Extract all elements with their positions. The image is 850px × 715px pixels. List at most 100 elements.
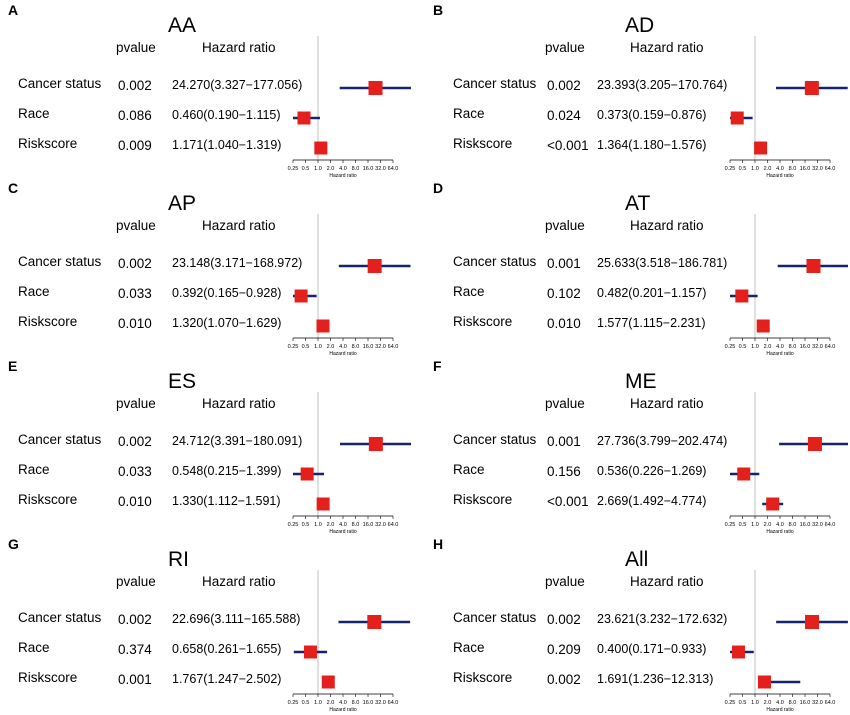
x-tick-label: 0.25: [288, 522, 299, 528]
pvalue-cell: 0.002: [118, 612, 152, 627]
hazard-ratio-cell: 0.536(0.226−1.269): [597, 464, 707, 478]
x-tick-label: 0.5: [302, 522, 310, 528]
variable-label: Cancer status: [453, 432, 537, 447]
variable-label: Race: [18, 640, 50, 655]
panel-letter: H: [433, 536, 444, 552]
panel-title: All: [625, 548, 649, 571]
hazard-ratio-cell: 22.696(3.111−165.588): [172, 612, 301, 626]
x-tick-label: 8.0: [352, 700, 360, 706]
variable-label: Cancer status: [18, 76, 102, 91]
pvalue-cell: 0.010: [118, 494, 152, 509]
x-tick-label: 0.25: [725, 522, 736, 528]
hazard-ratio-marker: [368, 81, 383, 95]
x-tick-label: 32.0: [812, 166, 823, 172]
panel-f: F ME pvalue Hazard ratio Cancer status 0.001 2…: [425, 356, 850, 535]
hazard-ratio-marker: [314, 141, 328, 155]
x-tick-label: 16.0: [800, 522, 811, 528]
hazard-ratio-marker: [297, 111, 311, 125]
panel-g: G RI pvalue Hazard ratio Cancer status 0.002 2…: [0, 534, 425, 713]
pvalue-header: pvalue: [116, 40, 156, 55]
panel-letter: E: [8, 358, 18, 374]
panel-letter: C: [8, 180, 19, 196]
hazard-ratio-header: Hazard ratio: [202, 574, 276, 589]
pvalue-cell: <0.001: [547, 494, 589, 509]
pvalue-cell: 0.033: [118, 464, 152, 479]
pvalue-header: pvalue: [545, 574, 585, 589]
panel-title: AT: [625, 192, 651, 215]
x-tick-label: 8.0: [789, 166, 797, 172]
hazard-ratio-marker: [735, 289, 749, 303]
hazard-ratio-cell: 2.669(1.492−4.774): [597, 494, 707, 508]
pvalue-cell: 0.002: [547, 672, 581, 687]
pvalue-cell: 0.374: [118, 642, 152, 657]
variable-label: Cancer status: [18, 610, 102, 625]
hazard-ratio-cell: 27.736(3.799−202.474): [597, 434, 728, 448]
hazard-ratio-cell: 1.320(1.070−1.629): [172, 316, 282, 330]
x-tick-label: 64.0: [388, 700, 399, 706]
pvalue-cell: 0.010: [547, 316, 581, 331]
hazard-ratio-cell: 24.712(3.391−180.091): [172, 434, 303, 448]
x-tick-label: 1.0: [314, 344, 322, 350]
x-tick-label: 0.5: [739, 344, 747, 350]
x-tick-label: 32.0: [375, 166, 386, 172]
hazard-ratio-marker: [807, 437, 822, 451]
x-tick-label: 32.0: [812, 344, 823, 350]
hazard-ratio-cell: 1.330(1.112−1.591): [172, 494, 281, 508]
hazard-ratio-marker: [757, 675, 771, 689]
hazard-ratio-marker: [731, 645, 745, 659]
hazard-ratio-marker: [300, 467, 314, 481]
pvalue-header: pvalue: [116, 396, 156, 411]
x-tick-label: 2.0: [764, 522, 772, 528]
hazard-ratio-cell: 0.373(0.159−0.876): [597, 108, 707, 122]
x-tick-label: 2.0: [327, 166, 335, 172]
pvalue-cell: 0.001: [547, 434, 581, 449]
variable-label: Cancer status: [453, 254, 537, 269]
pvalue-header: pvalue: [116, 574, 156, 589]
x-tick-label: 16.0: [363, 522, 374, 528]
pvalue-cell: <0.001: [547, 138, 589, 153]
hazard-ratio-cell: 24.270(3.327−177.056): [172, 78, 303, 92]
panel-d: D AT pvalue Hazard ratio Cancer status 0.001 2…: [425, 178, 850, 357]
x-tick-label: 1.0: [751, 700, 759, 706]
panel-letter: B: [433, 2, 444, 18]
panel-letter: F: [433, 358, 442, 374]
pvalue-cell: 0.102: [547, 286, 581, 301]
x-tick-label: 8.0: [352, 522, 360, 528]
variable-label: Race: [18, 106, 50, 121]
x-tick-label: 16.0: [800, 166, 811, 172]
pvalue-cell: 0.086: [118, 108, 152, 123]
x-tick-label: 1.0: [751, 166, 759, 172]
x-tick-label: 0.5: [739, 522, 747, 528]
hazard-ratio-cell: 1.171(1.040−1.319): [172, 138, 282, 152]
hazard-ratio-header: Hazard ratio: [202, 40, 276, 55]
x-tick-label: 1.0: [751, 344, 759, 350]
x-tick-label: 64.0: [825, 700, 836, 706]
hazard-ratio-marker: [368, 437, 383, 451]
x-tick-label: 2.0: [327, 522, 335, 528]
hazard-ratio-marker: [316, 319, 330, 333]
variable-label: Riskscore: [18, 670, 78, 685]
x-tick-label: 64.0: [825, 344, 836, 350]
x-tick-label: 16.0: [363, 700, 374, 706]
pvalue-cell: 0.002: [118, 78, 152, 93]
pvalue-cell: 0.002: [118, 434, 152, 449]
hazard-ratio-header: Hazard ratio: [630, 574, 704, 589]
x-tick-label: 0.5: [302, 344, 310, 350]
x-tick-label: 1.0: [314, 166, 322, 172]
x-tick-label: 64.0: [388, 522, 399, 528]
pvalue-header: pvalue: [545, 40, 585, 55]
x-tick-label: 2.0: [764, 344, 772, 350]
panel-letter: A: [8, 2, 19, 18]
hazard-ratio-marker: [804, 81, 819, 95]
x-tick-label: 4.0: [339, 700, 347, 706]
pvalue-cell: 0.010: [118, 316, 152, 331]
x-tick-label: 16.0: [800, 700, 811, 706]
forest-plot: 0.25 0.5 1.0 2.0 4.0 8.0 16.0 32.0 64.0 Hazard ra…: [725, 570, 848, 713]
hazard-ratio-header: Hazard ratio: [630, 218, 704, 233]
x-tick-label: 0.25: [725, 166, 736, 172]
panel-b: B AD pvalue Hazard ratio Cancer status 0.002 2…: [425, 0, 850, 179]
hazard-ratio-cell: 0.460(0.190−1.115): [172, 108, 281, 122]
x-tick-label: 32.0: [812, 522, 823, 528]
x-tick-label: 1.0: [314, 522, 322, 528]
variable-label: Race: [453, 640, 485, 655]
